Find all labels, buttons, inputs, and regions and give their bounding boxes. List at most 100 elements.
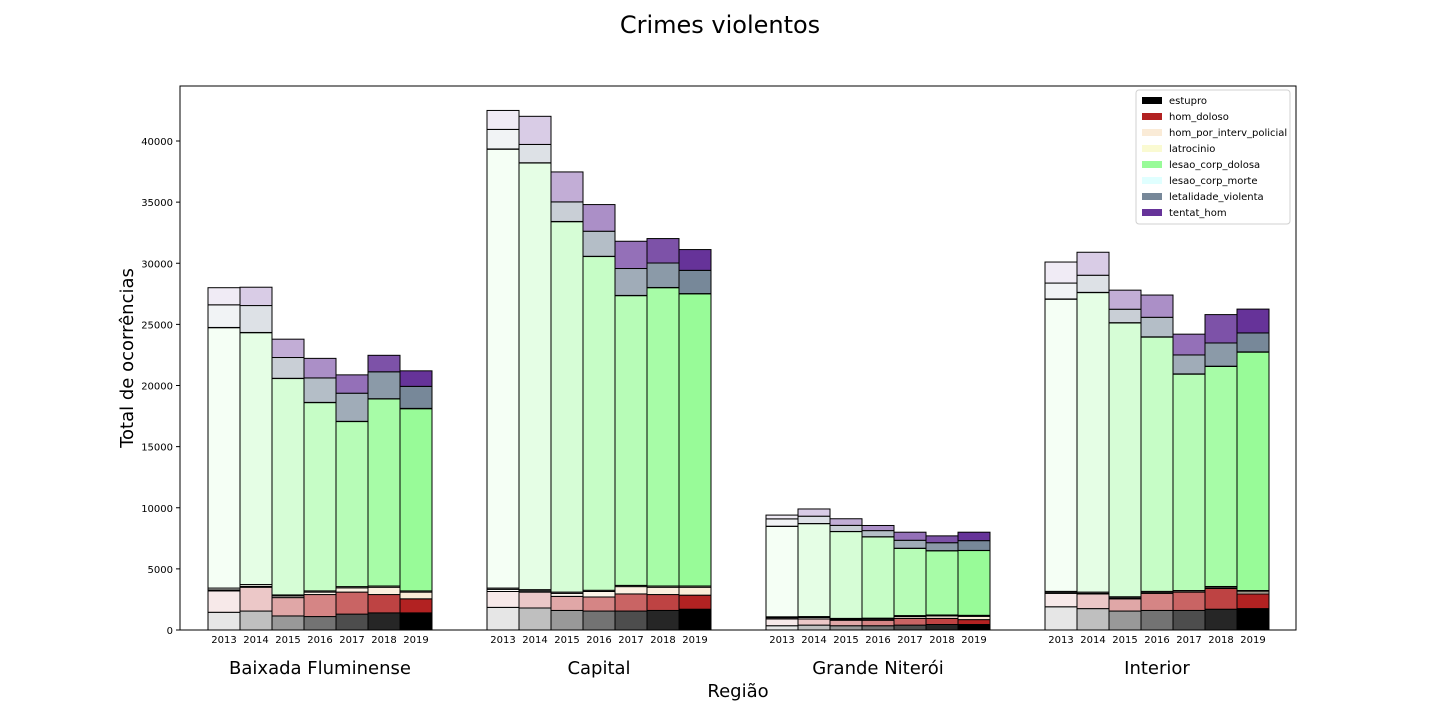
legend-label-latrocinio: latrocinio bbox=[1169, 144, 1215, 155]
bar-segment-estupro bbox=[518, 607, 552, 631]
legend-label-tentat_hom: tentat_hom bbox=[1169, 208, 1227, 219]
bar-segment-letalidade_violenta bbox=[957, 540, 991, 551]
bar-segment-letalidade_violenta bbox=[1140, 316, 1174, 338]
bar-segment-lesao_corp_dolosa bbox=[367, 398, 401, 587]
bar-segment-hom_por_interv_policial bbox=[399, 591, 433, 600]
bar-segment-letalidade_violenta bbox=[614, 268, 648, 296]
bar-segment-estupro bbox=[1044, 606, 1078, 631]
x-tick-label: 2015 bbox=[275, 635, 300, 646]
x-tick-label: 2016 bbox=[865, 635, 890, 646]
legend-label-lesao_corp_dolosa: lesao_corp_dolosa bbox=[1169, 160, 1260, 171]
bar-segment-tentat_hom bbox=[678, 249, 712, 271]
bar-segment-estupro bbox=[797, 624, 831, 631]
bar-segment-tentat_hom bbox=[1044, 261, 1078, 284]
bar-segment-estupro bbox=[678, 608, 712, 631]
bar-segment-lesao_corp_dolosa bbox=[861, 536, 895, 619]
legend: estupro hom_doloso hom_por_interv_policial… bbox=[1135, 89, 1291, 225]
x-tick-label: 2018 bbox=[929, 635, 954, 646]
bar-segment-lesao_corp_dolosa bbox=[925, 550, 959, 616]
legend-swatch-estupro bbox=[1142, 97, 1162, 104]
bar-segment-letalidade_violenta bbox=[1172, 354, 1206, 375]
y-tick-label: 25000 bbox=[141, 320, 173, 331]
region-label: Baixada Fluminense bbox=[229, 658, 411, 679]
legend-box bbox=[1135, 89, 1291, 225]
bar-segment-hom_doloso bbox=[646, 594, 680, 611]
bar-segment-letalidade_violenta bbox=[646, 262, 680, 288]
bar-segment-hom_doloso bbox=[1140, 592, 1174, 611]
bar-segment-letalidade_violenta bbox=[207, 304, 241, 328]
bar-segment-letalidade_violenta bbox=[829, 524, 863, 532]
bar-segment-hom_doloso bbox=[1076, 593, 1110, 610]
bar-segment-estupro bbox=[303, 616, 337, 631]
bar-segment-hom_doloso bbox=[957, 619, 991, 625]
bar-segment-estupro bbox=[1140, 609, 1174, 631]
bar-segment-lesao_corp_dolosa bbox=[1236, 351, 1270, 592]
bar-segment-hom_doloso bbox=[765, 618, 799, 627]
bar-segment-lesao_corp_dolosa bbox=[1140, 336, 1174, 592]
x-tick-label: 2015 bbox=[554, 635, 579, 646]
bar-segment-tentat_hom bbox=[367, 354, 401, 373]
bar-segment-lesao_corp_dolosa bbox=[207, 327, 241, 589]
x-tick-label: 2014 bbox=[801, 635, 826, 646]
bar-segment-tentat_hom bbox=[303, 357, 337, 379]
bar-segment-hom_doloso bbox=[271, 597, 305, 617]
bar-segment-letalidade_violenta bbox=[335, 392, 369, 422]
bar-segment-tentat_hom bbox=[893, 531, 927, 541]
bar-segment-hom_doloso bbox=[207, 590, 241, 613]
bar-segment-estupro bbox=[765, 625, 799, 631]
bar-segment-estupro bbox=[207, 611, 241, 631]
bar-segment-tentat_hom bbox=[486, 109, 520, 130]
bar-segment-tentat_hom bbox=[1108, 289, 1142, 310]
bar-segment-estupro bbox=[582, 610, 616, 631]
legend-label-hom_doloso: hom_doloso bbox=[1169, 112, 1229, 123]
bar-segment-hom_doloso bbox=[925, 617, 959, 625]
bar-segment-hom_doloso bbox=[518, 591, 552, 609]
legend-label-estupro: estupro bbox=[1169, 96, 1207, 107]
bar-segment-hom_doloso bbox=[678, 594, 712, 610]
x-tick-label: 2018 bbox=[371, 635, 396, 646]
x-tick-label: 2019 bbox=[403, 635, 428, 646]
bar-segment-lesao_corp_dolosa bbox=[399, 408, 433, 592]
bar-segment-hom_doloso bbox=[486, 590, 520, 608]
bar-segment-tentat_hom bbox=[239, 286, 273, 307]
legend-label-letalidade_violenta: letalidade_violenta bbox=[1169, 192, 1264, 203]
bar-segment-estupro bbox=[367, 612, 401, 631]
bar-segment-hom_doloso bbox=[829, 619, 863, 627]
x-tick-label: 2013 bbox=[769, 635, 794, 646]
bar-segment-hom_doloso bbox=[1204, 587, 1238, 610]
bar-segment-lesao_corp_dolosa bbox=[518, 162, 552, 591]
y-tick-label: 40000 bbox=[141, 137, 173, 148]
bar-segment-estupro bbox=[614, 610, 648, 631]
x-tick-label: 2018 bbox=[650, 635, 675, 646]
y-tick-label: 35000 bbox=[141, 198, 173, 209]
bar-segment-tentat_hom bbox=[861, 524, 895, 532]
region-label: Interior bbox=[1124, 658, 1190, 679]
y-tick-label: 15000 bbox=[141, 443, 173, 454]
bar-segment-letalidade_violenta bbox=[1108, 308, 1142, 324]
bar-segment-hom_doloso bbox=[1172, 591, 1206, 611]
bar-segment-hom_por_interv_policial bbox=[614, 586, 648, 595]
bar-segment-hom_doloso bbox=[582, 596, 616, 612]
bar-segment-tentat_hom bbox=[399, 370, 433, 387]
bar-segment-hom_por_interv_policial bbox=[646, 586, 680, 596]
y-tick-label: 30000 bbox=[141, 259, 173, 270]
bar-segment-letalidade_violenta bbox=[367, 371, 401, 400]
bar-segment-hom_doloso bbox=[239, 586, 273, 612]
bar-segment-estupro bbox=[1108, 610, 1142, 631]
bar-segment-tentat_hom bbox=[1172, 333, 1206, 356]
bar-segment-lesao_corp_dolosa bbox=[646, 287, 680, 587]
bar-segment-estupro bbox=[271, 615, 305, 631]
bar-segment-tentat_hom bbox=[957, 531, 991, 542]
bar-segment-lesao_corp_dolosa bbox=[1204, 365, 1238, 587]
bar-segment-lesao_corp_dolosa bbox=[271, 378, 305, 596]
bar-segment-letalidade_violenta bbox=[550, 201, 584, 222]
bar-segment-hom_doloso bbox=[399, 598, 433, 614]
bar-segment-hom_doloso bbox=[1044, 592, 1078, 608]
bar-segment-hom_por_interv_policial bbox=[678, 586, 712, 596]
bar-segment-lesao_corp_dolosa bbox=[239, 332, 273, 586]
bar-segment-lesao_corp_dolosa bbox=[1108, 322, 1142, 598]
bar-segment-estupro bbox=[861, 625, 895, 631]
x-tick-label: 2018 bbox=[1208, 635, 1233, 646]
bar-segment-tentat_hom bbox=[797, 508, 831, 517]
